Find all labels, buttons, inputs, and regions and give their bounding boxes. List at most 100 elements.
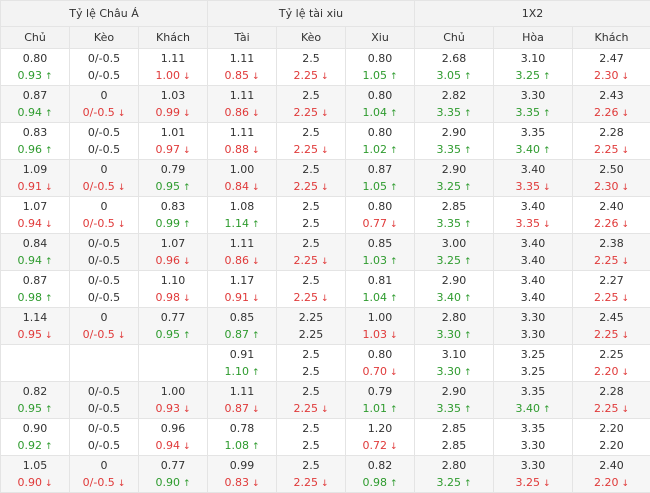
current-odds-line: 0.92↑ (1, 437, 69, 454)
current-odds-line: 0/-0.5↓ (70, 178, 138, 195)
current-odds-line: 3.40↑ (415, 289, 493, 306)
current-odds-value: 1.05 (363, 180, 388, 193)
current-odds-line: 1.03↓ (346, 326, 414, 343)
previous-odds-value: 2.28 (573, 383, 650, 400)
arrow-up-icon: ↑ (464, 331, 472, 341)
current-odds-line: 3.40 (494, 289, 572, 306)
previous-odds-value: 1.05 (1, 457, 69, 474)
previous-odds-value: 3.40 (494, 235, 572, 252)
arrow-up-icon: ↑ (45, 405, 53, 415)
previous-odds-value: 2.68 (415, 50, 493, 67)
current-odds-line: 0.96↑ (1, 141, 69, 158)
previous-odds-value: 1.14 (1, 309, 69, 326)
current-odds-value: 0/-0.5 (88, 254, 120, 267)
current-odds-value: 1.03 (363, 254, 388, 267)
current-odds-value: 0.94 (17, 254, 42, 267)
current-odds-value: 0.86 (225, 106, 250, 119)
current-odds-line: 3.35↓ (494, 178, 572, 195)
current-odds-line: 0.97↓ (139, 141, 207, 158)
previous-odds-value: 3.10 (415, 346, 493, 363)
arrow-up-icon: ↑ (464, 220, 472, 230)
odds-cell (139, 345, 208, 382)
current-odds-value: 2.5 (302, 365, 320, 378)
current-odds-value: 0.87 (225, 402, 250, 415)
current-odds-line: 0.99↓ (139, 104, 207, 121)
current-odds-line: 3.25↓ (494, 474, 572, 491)
current-odds-value: 2.5 (302, 439, 320, 452)
current-odds-value: 0.83 (225, 476, 250, 489)
arrow-up-icon: ↑ (464, 146, 472, 156)
current-odds-line: 0.95↓ (1, 326, 69, 343)
previous-odds-value: 0.80 (346, 87, 414, 104)
arrow-up-icon: ↑ (464, 405, 472, 415)
current-odds-value: 0.98 (363, 476, 388, 489)
arrow-up-icon: ↑ (183, 331, 191, 341)
current-odds-value: 0.91 (225, 291, 250, 304)
current-odds-line: 3.25↑ (415, 474, 493, 491)
current-odds-line: 3.30↑ (415, 363, 493, 380)
current-odds-value: 2.25 (294, 69, 319, 82)
current-odds-line: 3.30 (494, 437, 572, 454)
current-odds-value: 0.77 (363, 217, 388, 230)
previous-odds-value: 2.5 (277, 420, 345, 437)
current-odds-value: 0.98 (17, 291, 42, 304)
current-odds-line: 3.35↑ (494, 104, 572, 121)
current-odds-line: 1.14↑ (208, 215, 276, 232)
previous-odds-value: 3.25 (494, 346, 572, 363)
current-odds-line: 0.77↓ (346, 215, 414, 232)
previous-odds-value: 0.96 (139, 420, 207, 437)
previous-odds-value: 0.87 (1, 272, 69, 289)
current-odds-line: 2.20↓ (573, 363, 650, 380)
current-odds-line: 2.5 (277, 363, 345, 380)
current-odds-line: 3.40↑ (494, 141, 572, 158)
previous-odds-value (1, 346, 69, 363)
current-odds-line: 1.05↑ (346, 178, 414, 195)
current-odds-line: 2.25↓ (573, 400, 650, 417)
arrow-down-icon: ↓ (45, 220, 53, 230)
current-odds-line: 3.35↓ (494, 215, 572, 232)
odds-cell (1, 345, 70, 382)
arrow-down-icon: ↓ (622, 72, 630, 82)
arrow-down-icon: ↓ (321, 479, 329, 489)
current-odds-line: 2.25↓ (277, 67, 345, 84)
current-odds-value: 1.04 (363, 291, 388, 304)
current-odds-line: 2.20↓ (573, 474, 650, 491)
previous-odds-value: 2.85 (415, 420, 493, 437)
current-odds-line: 0.91↓ (208, 289, 276, 306)
current-odds-value: 0.86 (225, 254, 250, 267)
current-odds-value: 2.25 (294, 106, 319, 119)
previous-odds-value: 0.87 (346, 161, 414, 178)
current-odds-line: 3.25↑ (415, 178, 493, 195)
previous-odds-value: 0.83 (139, 198, 207, 215)
current-odds-line: 2.30↓ (573, 178, 650, 195)
current-odds-value: 0.99 (155, 106, 180, 119)
previous-odds-value: 2.5 (277, 457, 345, 474)
previous-odds-value: 1.20 (346, 420, 414, 437)
arrow-up-icon: ↑ (183, 183, 191, 193)
previous-odds-value: 2.5 (277, 50, 345, 67)
previous-odds-value: 0.82 (346, 457, 414, 474)
current-odds-line: 2.25↓ (277, 474, 345, 491)
previous-odds-value: 1.11 (208, 87, 276, 104)
